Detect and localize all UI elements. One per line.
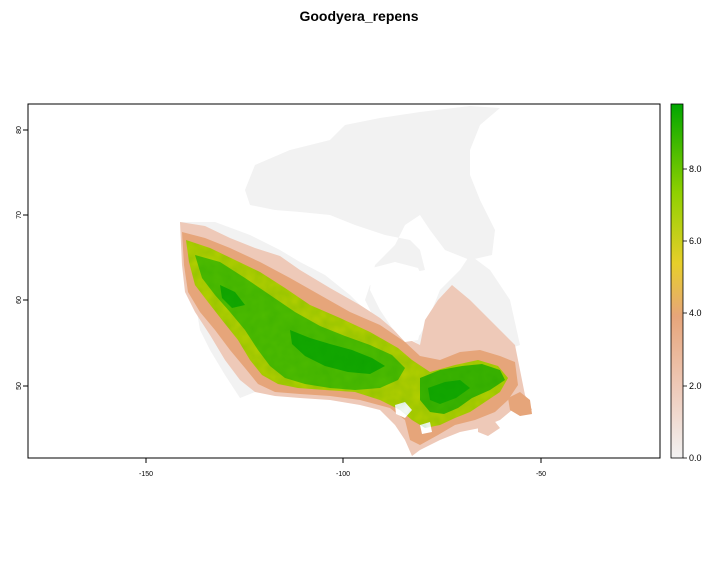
legend-label: 0.0: [689, 453, 702, 463]
legend-label: 4.0: [689, 308, 702, 318]
legend-label: 6.0: [689, 236, 702, 246]
legend-color-bar: [670, 103, 684, 459]
newfoundland: [508, 392, 532, 416]
suitability-raster: [180, 106, 532, 456]
raster-texture: [186, 240, 508, 428]
x-axis: -150 -100 -50: [139, 458, 546, 478]
hudson-bay-water: [370, 262, 428, 342]
legend-label: 8.0: [689, 164, 702, 174]
nova-scotia: [478, 418, 500, 436]
y-axis: 80 70 60 50: [16, 126, 28, 390]
y-tick-label: 50: [16, 382, 23, 390]
x-tick-label: -50: [536, 471, 546, 478]
x-tick-label: -100: [336, 471, 350, 478]
color-legend: 8.0 6.0 4.0 2.0 0.0: [670, 103, 702, 463]
map-title: Goodyera_repens: [299, 8, 419, 24]
y-tick-label: 70: [16, 211, 23, 219]
y-tick-label: 60: [16, 296, 23, 304]
legend-label: 2.0: [689, 381, 702, 391]
x-tick-label: -150: [139, 471, 153, 478]
arctic-archipelago: [245, 106, 500, 305]
y-tick-label: 80: [16, 126, 23, 134]
